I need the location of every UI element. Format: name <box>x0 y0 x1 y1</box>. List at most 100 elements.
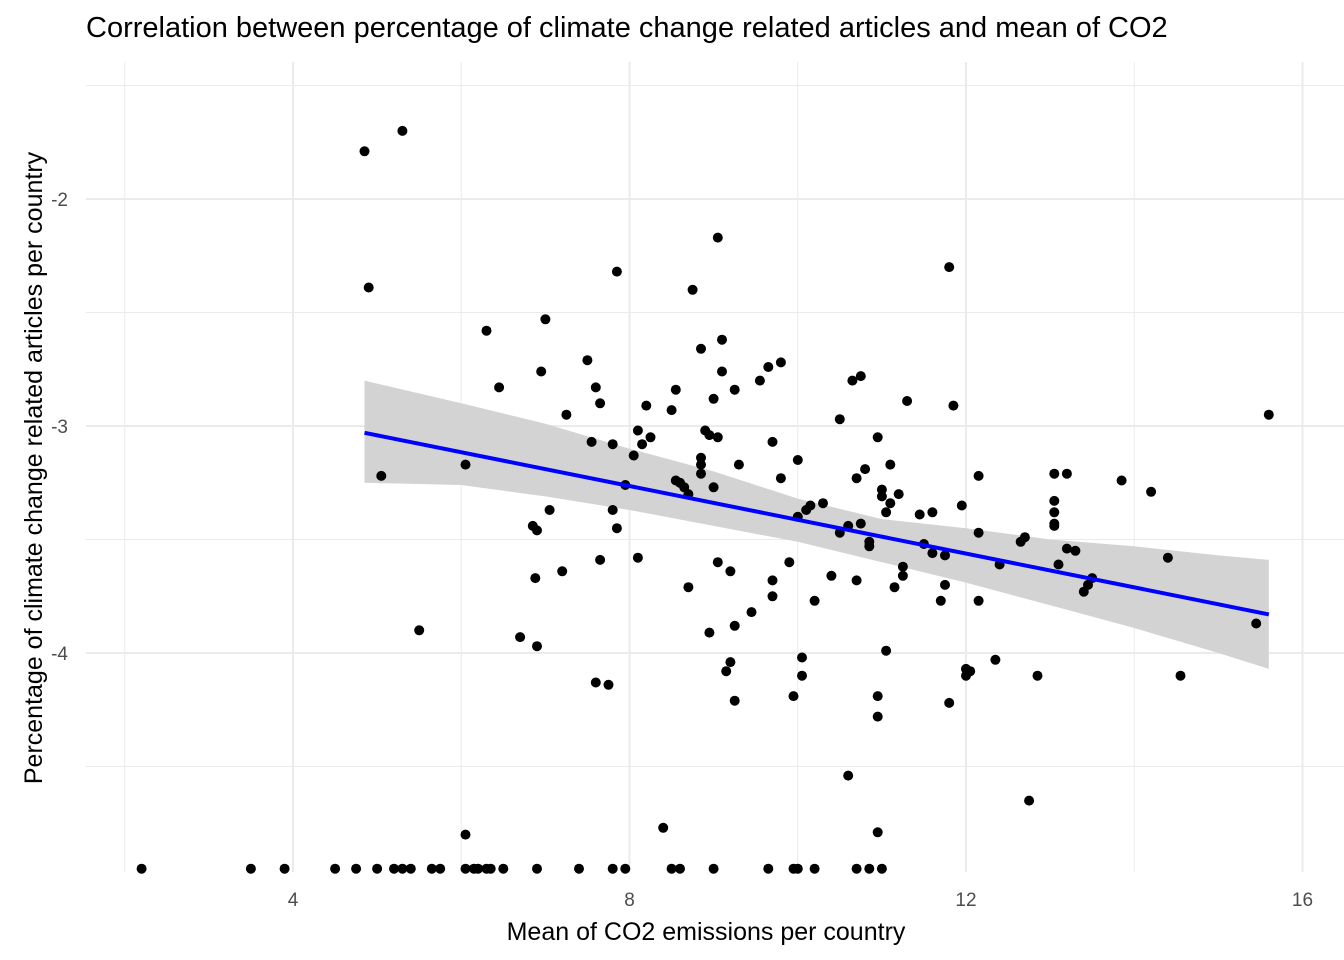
data-point <box>561 409 572 420</box>
data-point <box>279 863 290 874</box>
data-point <box>1175 670 1186 681</box>
data-point <box>775 357 786 368</box>
data-point <box>864 863 875 874</box>
data-point <box>784 557 795 568</box>
data-point <box>851 473 862 484</box>
data-point <box>460 459 471 470</box>
data-point <box>712 432 723 443</box>
y-axis-label: Percentage of climate change related art… <box>20 151 48 784</box>
data-point <box>834 414 845 425</box>
data-point <box>557 566 568 577</box>
data-point <box>872 691 883 702</box>
data-point <box>754 375 765 386</box>
data-point <box>603 679 614 690</box>
data-point <box>1070 545 1081 556</box>
data-point <box>763 863 774 874</box>
data-point <box>607 505 618 515</box>
data-point <box>641 400 652 411</box>
data-point <box>363 282 374 293</box>
data-point <box>389 863 399 874</box>
data-point <box>544 505 555 515</box>
data-point <box>948 400 959 411</box>
data-point <box>729 384 740 395</box>
data-point <box>414 625 425 636</box>
data-point <box>826 570 837 581</box>
data-point <box>935 595 946 606</box>
x-axis-tick-labels: 4 8 12 16 <box>288 890 1313 911</box>
data-point <box>767 436 778 447</box>
data-point <box>473 863 484 874</box>
data-point <box>696 459 706 470</box>
data-point <box>851 863 862 874</box>
y-tick-label: -2 <box>51 190 68 211</box>
data-point <box>1263 409 1274 420</box>
data-point <box>792 863 803 874</box>
data-point <box>498 863 509 874</box>
data-point <box>990 654 1001 665</box>
data-point <box>855 518 866 529</box>
data-point <box>940 579 950 590</box>
data-point <box>708 482 719 493</box>
data-point <box>927 548 938 559</box>
data-point <box>712 232 723 243</box>
data-point <box>973 527 984 538</box>
data-point <box>1251 618 1262 629</box>
data-point <box>1061 543 1072 554</box>
data-point <box>847 375 858 386</box>
x-tick-label: 12 <box>955 890 976 911</box>
x-axis-label: Mean of CO2 emissions per country <box>507 918 906 946</box>
data-point <box>729 695 740 706</box>
chart-title: Correlation between percentage of climat… <box>86 12 1168 44</box>
data-point <box>860 464 871 475</box>
data-point <box>590 677 601 688</box>
data-point <box>1116 475 1127 486</box>
data-point <box>872 827 883 838</box>
data-point <box>1032 670 1043 681</box>
data-point <box>586 436 597 447</box>
data-point <box>666 863 677 874</box>
x-tick-label: 16 <box>1292 890 1313 911</box>
data-point <box>590 382 601 393</box>
data-point <box>645 432 656 443</box>
data-point <box>696 468 706 479</box>
data-point <box>889 582 900 593</box>
data-point <box>1024 795 1035 806</box>
major-gridlines <box>86 62 1344 872</box>
data-point <box>704 430 715 441</box>
data-point <box>708 393 719 404</box>
data-point <box>956 500 967 511</box>
data-point <box>872 711 883 722</box>
y-tick-label: -4 <box>51 644 68 665</box>
data-point <box>897 570 908 581</box>
y-axis-tick-labels: -4 -3 -2 <box>51 190 68 665</box>
data-point <box>712 557 723 568</box>
x-tick-label: 4 <box>288 890 299 911</box>
data-point <box>532 863 542 874</box>
data-point <box>893 489 904 500</box>
data-point <box>721 666 732 677</box>
data-point <box>1049 507 1060 518</box>
data-point <box>902 396 913 406</box>
data-point <box>628 450 639 461</box>
data-point <box>809 595 820 606</box>
data-point <box>330 863 341 874</box>
data-point <box>855 371 866 382</box>
data-point <box>683 582 694 593</box>
data-point <box>1053 559 1064 570</box>
data-point <box>775 473 786 484</box>
data-point <box>397 863 408 874</box>
data-point <box>876 863 887 874</box>
data-point <box>372 863 383 874</box>
data-point <box>611 523 622 534</box>
data-point <box>485 863 496 874</box>
data-point <box>944 262 955 273</box>
data-point <box>927 507 938 518</box>
data-point <box>944 697 955 708</box>
data-point <box>717 366 727 377</box>
data-point <box>965 666 976 677</box>
data-point <box>788 691 799 702</box>
data-point <box>843 770 854 781</box>
data-point <box>733 459 744 470</box>
data-point <box>515 632 526 643</box>
data-point <box>746 607 757 618</box>
